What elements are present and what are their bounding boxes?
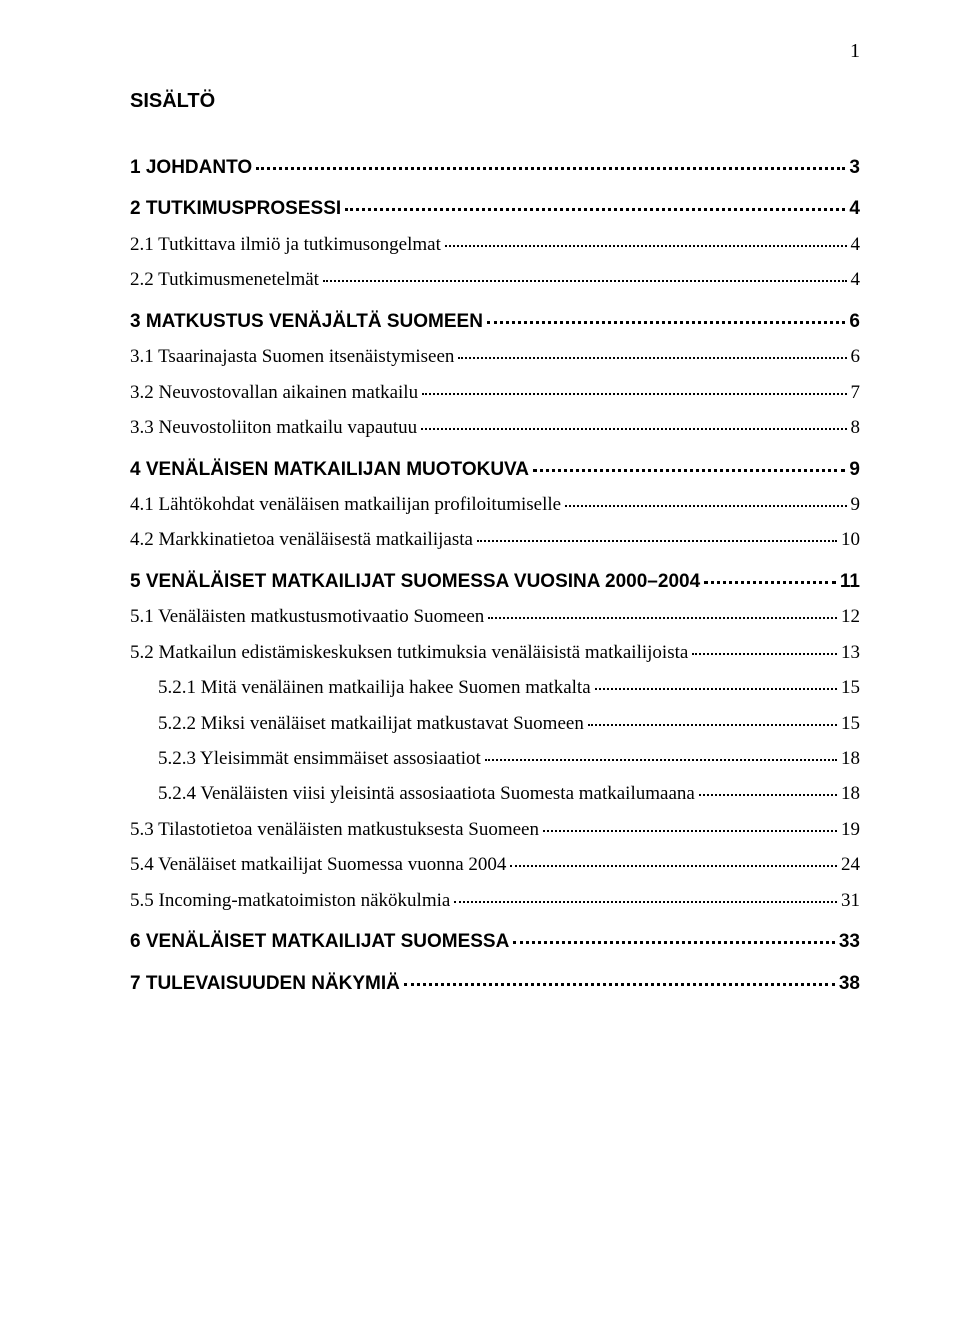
toc-entry: 5.3 Tilastotietoa venäläisten matkustuks… <box>130 815 860 844</box>
page-number: 1 <box>850 40 860 63</box>
toc-entry-page: 38 <box>839 969 860 998</box>
toc-entry: 5.2.3 Yleisimmät ensimmäiset assosiaatio… <box>130 744 860 773</box>
toc-entry-page: 12 <box>841 602 860 631</box>
toc-leader-dots <box>692 653 837 655</box>
toc-entry-page: 7 <box>851 378 861 407</box>
toc-entry: 5.2.1 Mitä venäläinen matkailija hakee S… <box>130 673 860 702</box>
toc-entry: 3.3 Neuvostoliiton matkailu vapautuu 8 <box>130 413 860 442</box>
toc-entry: 4.1 Lähtökohdat venäläisen matkailijan p… <box>130 490 860 519</box>
toc-leader-dots <box>485 759 837 761</box>
toc-title: SISÄLTÖ <box>130 90 860 113</box>
toc-leader-dots <box>513 941 835 944</box>
toc-entry: 4.2 Markkinatietoa venäläisestä matkaili… <box>130 525 860 554</box>
toc-entry: 5.1 Venäläisten matkustusmotivaatio Suom… <box>130 602 860 631</box>
toc-leader-dots <box>422 393 846 395</box>
toc-entry-text: 2 TUTKIMUSPROSESSI <box>130 194 341 223</box>
toc-entry-text: 5.1 Venäläisten matkustusmotivaatio Suom… <box>130 602 484 631</box>
table-of-contents: 1 JOHDANTO32 TUTKIMUSPROSESSI42.1 Tutkit… <box>130 153 860 998</box>
toc-leader-dots <box>510 865 837 867</box>
toc-entry: 2.2 Tutkimusmenetelmät 4 <box>130 265 860 294</box>
toc-entry: 4 VENÄLÄISEN MATKAILIJAN MUOTOKUVA 9 <box>130 455 860 484</box>
toc-leader-dots <box>487 321 845 324</box>
toc-entry-text: 3.3 Neuvostoliiton matkailu vapautuu <box>130 413 417 442</box>
toc-entry-page: 18 <box>841 744 860 773</box>
toc-entry-page: 19 <box>841 815 860 844</box>
toc-entry-text: 1 JOHDANTO <box>130 153 252 182</box>
toc-entry-page: 9 <box>851 490 861 519</box>
toc-leader-dots <box>256 167 845 170</box>
toc-entry-page: 33 <box>839 927 860 956</box>
toc-leader-dots <box>345 208 845 211</box>
toc-entry-page: 15 <box>841 673 860 702</box>
toc-entry-text: 5.2.2 Miksi venäläiset matkailijat matku… <box>158 709 584 738</box>
toc-leader-dots <box>699 794 837 796</box>
toc-entry-page: 24 <box>841 850 860 879</box>
toc-entry-text: 4.1 Lähtökohdat venäläisen matkailijan p… <box>130 490 561 519</box>
toc-leader-dots <box>565 505 846 507</box>
toc-entry-text: 5.5 Incoming-matkatoimiston näkökulmia <box>130 886 450 915</box>
toc-entry: 2.1 Tutkittava ilmiö ja tutkimusongelmat… <box>130 230 860 259</box>
toc-leader-dots <box>454 901 837 903</box>
toc-entry-page: 8 <box>851 413 861 442</box>
toc-entry-page: 4 <box>849 194 860 223</box>
toc-entry: 5 VENÄLÄISET MATKAILIJAT SUOMESSA VUOSIN… <box>130 567 860 596</box>
toc-leader-dots <box>323 280 847 282</box>
toc-leader-dots <box>588 724 837 726</box>
toc-leader-dots <box>533 469 845 472</box>
toc-leader-dots <box>404 983 835 986</box>
toc-leader-dots <box>445 245 847 247</box>
toc-entry-text: 3.1 Tsaarinajasta Suomen itsenäistymisee… <box>130 342 454 371</box>
toc-entry: 6 VENÄLÄISET MATKAILIJAT SUOMESSA 33 <box>130 927 860 956</box>
toc-entry: 2 TUTKIMUSPROSESSI 4 <box>130 194 860 223</box>
toc-entry-page: 15 <box>841 709 860 738</box>
toc-leader-dots <box>458 357 846 359</box>
toc-entry: 1 JOHDANTO 3 <box>130 153 860 182</box>
toc-leader-dots <box>704 581 836 584</box>
toc-entry-text: 2.1 Tutkittava ilmiö ja tutkimusongelmat <box>130 230 441 259</box>
toc-leader-dots <box>421 428 846 430</box>
toc-entry-text: 3 MATKUSTUS VENÄJÄLTÄ SUOMEEN <box>130 307 483 336</box>
toc-entry: 3.1 Tsaarinajasta Suomen itsenäistymisee… <box>130 342 860 371</box>
toc-entry-text: 4 VENÄLÄISEN MATKAILIJAN MUOTOKUVA <box>130 455 529 484</box>
toc-entry-page: 9 <box>849 455 860 484</box>
toc-entry-text: 5.2 Matkailun edistämiskeskuksen tutkimu… <box>130 638 688 667</box>
toc-entry-page: 11 <box>840 567 860 596</box>
toc-entry-text: 5.2.1 Mitä venäläinen matkailija hakee S… <box>158 673 591 702</box>
toc-entry-text: 5.2.3 Yleisimmät ensimmäiset assosiaatio… <box>158 744 481 773</box>
toc-entry-text: 2.2 Tutkimusmenetelmät <box>130 265 319 294</box>
toc-leader-dots <box>595 688 837 690</box>
toc-entry-text: 5.2.4 Venäläisten viisi yleisintä assosi… <box>158 779 695 808</box>
toc-entry: 7 TULEVAISUUDEN NÄKYMIÄ 38 <box>130 969 860 998</box>
toc-leader-dots <box>488 617 837 619</box>
toc-entry-page: 6 <box>849 307 860 336</box>
toc-entry: 5.2 Matkailun edistämiskeskuksen tutkimu… <box>130 638 860 667</box>
toc-entry-text: 3.2 Neuvostovallan aikainen matkailu <box>130 378 418 407</box>
toc-entry-page: 4 <box>851 265 861 294</box>
toc-entry-text: 6 VENÄLÄISET MATKAILIJAT SUOMESSA <box>130 927 509 956</box>
toc-entry: 5.2.4 Venäläisten viisi yleisintä assosi… <box>130 779 860 808</box>
toc-entry-page: 18 <box>841 779 860 808</box>
toc-entry: 5.2.2 Miksi venäläiset matkailijat matku… <box>130 709 860 738</box>
toc-leader-dots <box>477 540 837 542</box>
toc-entry-text: 7 TULEVAISUUDEN NÄKYMIÄ <box>130 969 400 998</box>
toc-entry: 3 MATKUSTUS VENÄJÄLTÄ SUOMEEN 6 <box>130 307 860 336</box>
toc-entry-text: 5.3 Tilastotietoa venäläisten matkustuks… <box>130 815 539 844</box>
toc-entry-text: 5.4 Venäläiset matkailijat Suomessa vuon… <box>130 850 506 879</box>
toc-entry: 5.4 Venäläiset matkailijat Suomessa vuon… <box>130 850 860 879</box>
toc-entry-page: 6 <box>851 342 861 371</box>
toc-entry-text: 5 VENÄLÄISET MATKAILIJAT SUOMESSA VUOSIN… <box>130 567 700 596</box>
toc-entry-page: 13 <box>841 638 860 667</box>
toc-entry-page: 4 <box>851 230 861 259</box>
toc-entry: 3.2 Neuvostovallan aikainen matkailu 7 <box>130 378 860 407</box>
toc-entry-page: 31 <box>841 886 860 915</box>
toc-entry-page: 3 <box>849 153 860 182</box>
toc-entry-page: 10 <box>841 525 860 554</box>
toc-entry-text: 4.2 Markkinatietoa venäläisestä matkaili… <box>130 525 473 554</box>
toc-entry: 5.5 Incoming-matkatoimiston näkökulmia 31 <box>130 886 860 915</box>
toc-leader-dots <box>543 830 837 832</box>
